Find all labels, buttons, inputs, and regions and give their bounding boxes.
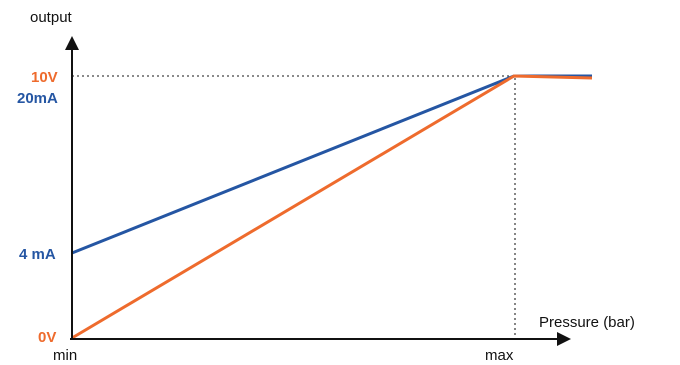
y-axis-label: output	[30, 9, 73, 26]
current-max-label: 20mA	[17, 90, 58, 107]
x-max-label: max	[485, 347, 514, 364]
x-min-label: min	[53, 347, 77, 364]
y-axis-arrow-icon	[65, 36, 79, 50]
x-axis-arrow-icon	[557, 332, 571, 346]
current-min-label: 4 mA	[19, 246, 56, 263]
x-axis-label: Pressure (bar)	[539, 314, 635, 331]
voltage-min-label: 0V	[38, 329, 56, 346]
voltage-output-line	[71, 74, 593, 340]
voltage-max-label: 10V	[31, 69, 58, 86]
current-output-line	[71, 74, 592, 255]
